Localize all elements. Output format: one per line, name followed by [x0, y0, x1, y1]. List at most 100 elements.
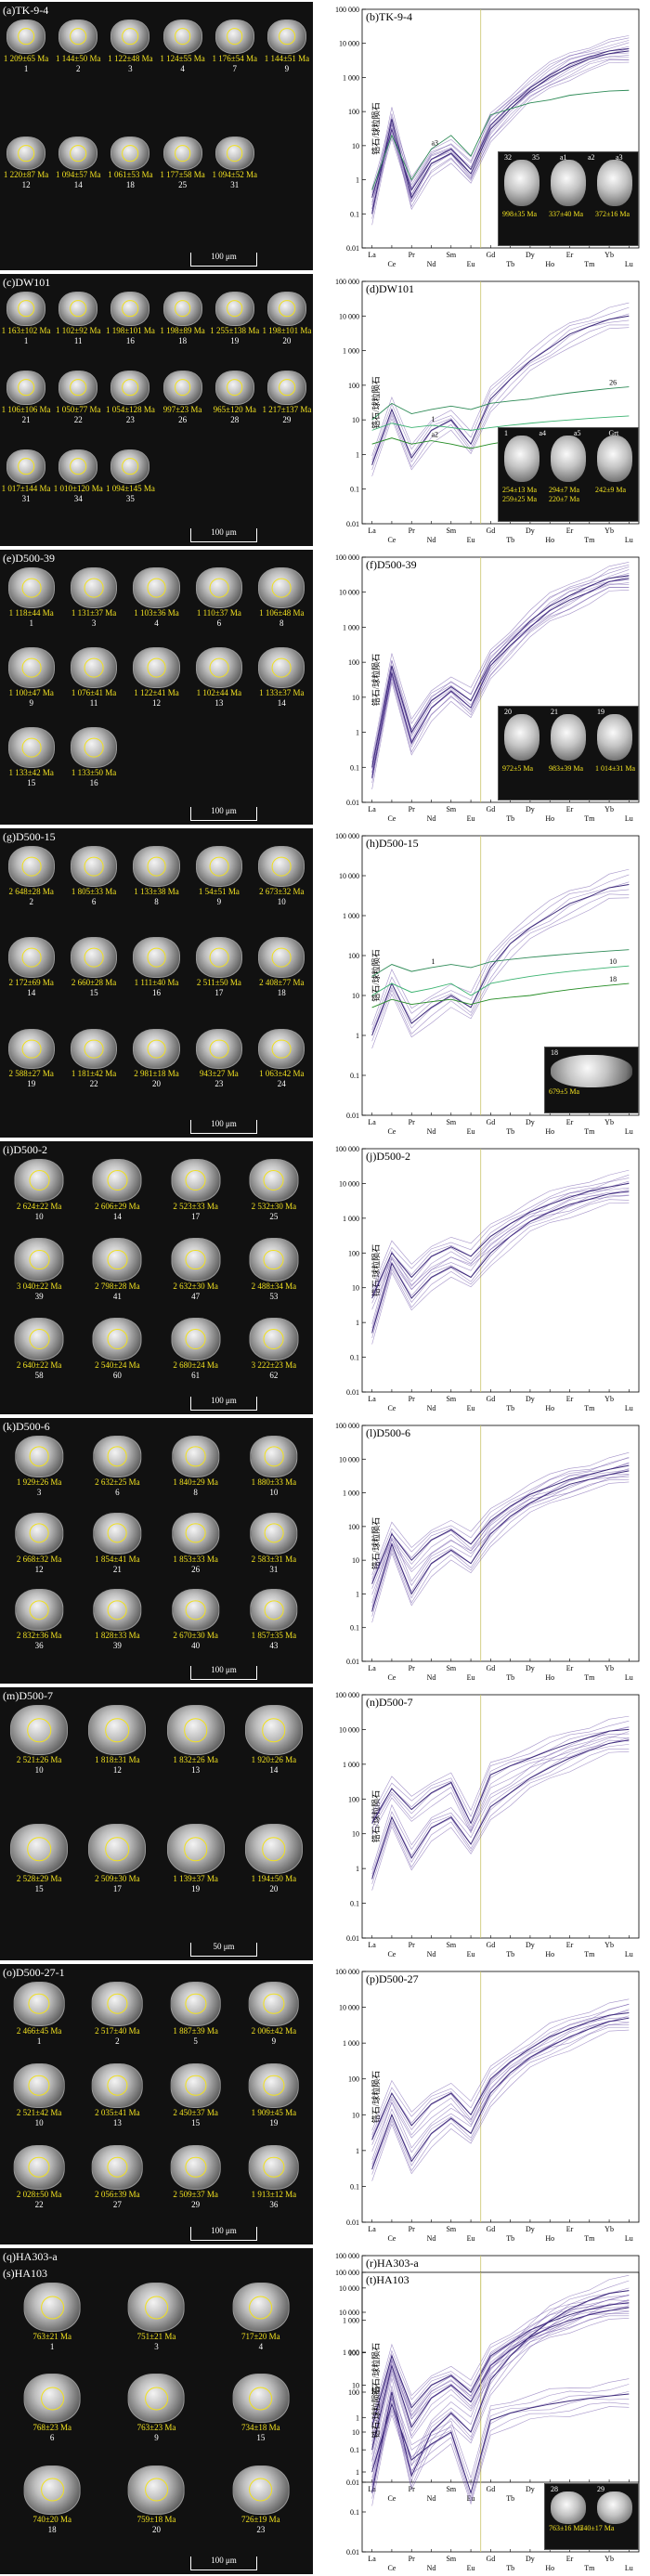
grain-number: 47	[191, 1291, 201, 1301]
ree-series-line	[371, 1739, 630, 1880]
grain-number: 19	[191, 1884, 201, 1894]
panel-title: (q)HA303-a	[3, 2250, 58, 2263]
grain-number: 16	[125, 335, 135, 345]
analysis-spot	[209, 657, 229, 678]
grain-age: 2 588±27 Ma	[8, 1069, 54, 1079]
grain-age: 1 124±55 Ma	[160, 53, 205, 63]
zircon-grain: 1 094±145 Ma 35	[104, 447, 156, 526]
inset-age: 254±13 Ma	[502, 486, 538, 494]
chart-title: (f)D500-39	[366, 558, 417, 571]
ree-series-line-labeled	[371, 415, 630, 431]
ree-series-line	[371, 2024, 630, 2152]
x-tick-label: Tm	[584, 2564, 595, 2572]
ree-series-line	[371, 2303, 630, 2506]
ree-series-line	[371, 1750, 630, 1891]
y-tick-label: 100 000	[335, 2252, 359, 2260]
x-tick-label: Tb	[506, 260, 514, 268]
y-tick-label: 10 000	[339, 1455, 359, 1464]
zircon-grain: 1 131±37 Ma 3	[62, 565, 124, 644]
grain-number: 23	[214, 1079, 224, 1089]
zircon-cl-image	[266, 371, 306, 405]
x-tick-label: Nd	[427, 1127, 436, 1136]
inset-number: a1	[560, 153, 567, 162]
analysis-spot	[70, 379, 87, 397]
zircon-grain: 768±23 Ma 6	[0, 2371, 104, 2462]
grain-age: 2 668±32 Ma	[16, 1554, 62, 1564]
analysis-spot	[226, 145, 243, 162]
y-tick-label: 1 000	[343, 73, 359, 82]
analysis-spot	[271, 657, 292, 678]
scale-bar: 100 μm	[190, 527, 257, 542]
x-tick-label: Ce	[387, 814, 396, 823]
grain-age: 1 106±48 Ma	[259, 607, 305, 618]
x-tick-label: Lu	[625, 1404, 633, 1412]
grain-age: 1 118±44 Ma	[8, 607, 54, 618]
zircon-cl-image	[258, 1028, 306, 1070]
x-tick-label: Gd	[486, 1395, 495, 1403]
chart-title: (j)D500-2	[366, 1150, 410, 1163]
grain-age: 2 509±30 Ma	[95, 1874, 140, 1884]
ree-series-line	[371, 59, 630, 219]
grain-number: 2	[29, 896, 33, 906]
grain-age: 1 854±41 Ma	[95, 1554, 140, 1564]
x-tick-label: Sm	[446, 1664, 456, 1672]
x-tick-label: Er	[566, 1395, 574, 1403]
x-tick-label: Dy	[526, 1941, 535, 1949]
grain-age: 2 028±50 Ma	[16, 2189, 62, 2199]
zircon-grain: 1 063±42 Ma 24	[251, 1026, 313, 1117]
inset-age: 242±9 Ma	[595, 486, 627, 494]
zircon-cl-image	[244, 1824, 303, 1875]
grain-number: 1	[49, 2342, 55, 2352]
chart-title: (t)HA103	[366, 2273, 410, 2286]
grain-number: 16	[151, 988, 161, 998]
grain-number: 31	[21, 493, 31, 503]
ree-series-line	[371, 1736, 630, 1831]
ree-series-line	[371, 315, 630, 465]
zircon-cl-image	[13, 2063, 65, 2108]
ree-series-line	[371, 2302, 630, 2427]
grain-age: 997±23 Ma	[162, 404, 202, 414]
cl-image-panel: (m)D500-7 2 521±26 Ma 10 1 818±31 Ma 12 1 832…	[0, 1687, 313, 1960]
ree-series-line	[371, 893, 630, 1042]
zircon-grain: 965±120 Ma 28	[209, 368, 261, 447]
grain-age: 734±18 Ma	[240, 2423, 280, 2433]
grain-number: 25	[178, 180, 188, 190]
chart-title: (n)D500-7	[366, 1696, 413, 1709]
grain-number: 39	[34, 1291, 44, 1301]
grain-number: 2	[75, 63, 81, 73]
figure-row: (i)D500-2 2 624±22 Ma 10 2 606±29 Ma 14 2 523…	[0, 1139, 650, 1416]
plot-frame	[361, 1425, 640, 1662]
grain-age: 965±120 Ma	[213, 404, 256, 414]
ree-series-line	[371, 2305, 630, 2448]
analysis-spot	[262, 1837, 286, 1861]
zircon-grain: 1 198±89 Ma 18	[157, 289, 209, 368]
grain-number: 25	[269, 1212, 279, 1222]
x-tick-label: Eu	[467, 536, 475, 544]
x-tick-label: Tb	[506, 1673, 514, 1682]
analysis-spot	[279, 300, 295, 318]
ree-series-line	[371, 2315, 630, 2455]
x-tick-label: Sm	[446, 2485, 456, 2493]
x-tick-label: Ce	[387, 2494, 396, 2503]
zircon-grain: 2 511±50 Ma 17	[188, 934, 250, 1025]
analysis-spot	[226, 300, 243, 318]
ree-pattern-chart: (n)D500-7 100 000 10 000 1 000 100 10 1 0.1 0.01…	[327, 1685, 650, 1962]
zircon-cl-image	[7, 937, 55, 979]
grain-age: 3 222±23 Ma	[251, 1360, 297, 1371]
zircon-grain: 1 144±51 Ma 9	[261, 17, 313, 134]
grain-number: 20	[269, 1884, 279, 1894]
zircon-grain: 2 632±25 Ma 6	[78, 1433, 156, 1510]
grain-number: 14	[277, 697, 286, 708]
x-tick-label: Tm	[584, 1127, 595, 1136]
zircon-grain: 2 517±40 Ma 2	[78, 1979, 156, 2061]
zircon-grain: 1 929±26 Ma 3	[0, 1433, 78, 1510]
inset-grain	[597, 436, 632, 482]
zircon-grain: 1 017±144 Ma 31	[0, 447, 52, 526]
grain-grid: 1 209±65 Ma 1 1 144±50 Ma 2 1 122±48 Ma 3 1 12…	[0, 17, 313, 270]
analysis-spot	[105, 1718, 130, 1742]
grain-age: 1 122±41 Ma	[134, 687, 179, 697]
zircon-grain: 2 673±32 Ma 10	[251, 843, 313, 934]
zircon-grain: 2 028±50 Ma 22	[0, 2142, 78, 2224]
zircon-grain: 1 887±39 Ma 5	[157, 1979, 235, 2061]
